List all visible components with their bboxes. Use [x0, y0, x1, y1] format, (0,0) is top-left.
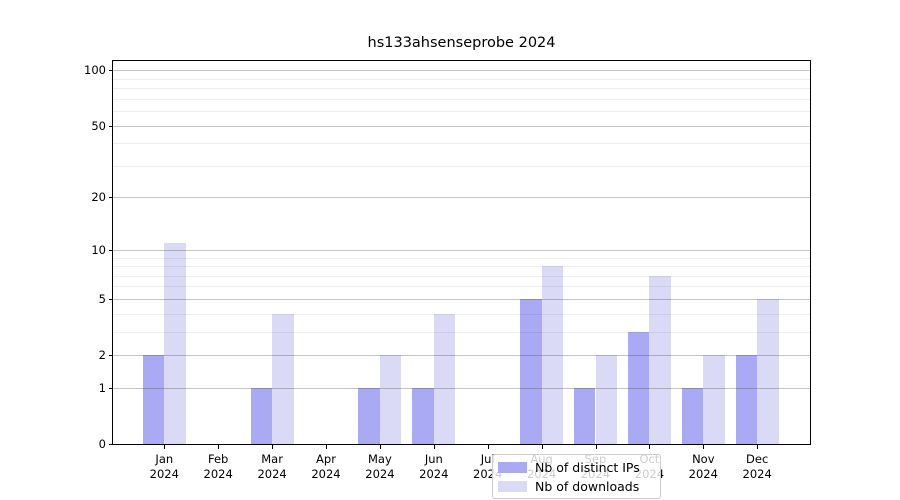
bar-distinct-ips-dec — [735, 355, 758, 444]
bar-downloads-nov — [703, 355, 725, 444]
bar-downloads-dec — [757, 298, 779, 444]
x-tick-mark-nov — [703, 445, 705, 449]
y-tick-label-5: 5 — [98, 291, 106, 306]
bar-distinct-ips-sep — [573, 387, 596, 444]
plot-area: Nb of distinct IPs Nb of downloads — [112, 60, 811, 499]
bar-downloads-aug — [541, 266, 564, 444]
legend-item-downloads: Nb of downloads — [498, 478, 652, 494]
x-tick-mark-apr — [326, 445, 327, 449]
bar-downloads-sep — [595, 355, 618, 444]
y-tick-mark-2 — [108, 355, 113, 356]
y-tick-label-100: 100 — [84, 63, 106, 78]
x-tick-label-nov: Nov 2024 — [673, 452, 733, 482]
legend-label-distinct-ips: Nb of distinct IPs — [535, 459, 640, 475]
bar-distinct-ips-may — [358, 387, 380, 444]
bar-downloads-jun — [433, 313, 456, 444]
y-tick-label-20: 20 — [91, 190, 106, 205]
bar-distinct-ips-mar — [250, 387, 273, 444]
x-tick-mark-jan — [164, 445, 166, 449]
y-tick-mark-5 — [108, 298, 113, 300]
bar-downloads-jan — [164, 242, 186, 444]
x-tick-label-jun: Jun 2024 — [404, 452, 464, 482]
x-tick-label-year: 2024 — [419, 467, 449, 481]
bar-downloads-may — [379, 355, 402, 444]
x-tick-label-year: 2024 — [149, 467, 179, 481]
x-tick-mark-may — [379, 445, 381, 449]
x-tick-label-year: 2024 — [203, 467, 233, 481]
x-tick-mark-jul — [487, 445, 489, 449]
y-tick-mark-50 — [108, 125, 113, 127]
legend-swatch-downloads — [498, 480, 527, 492]
x-tick-label-jan: Jan 2024 — [134, 452, 194, 482]
y-tick-label-0: 0 — [98, 437, 106, 451]
bar-downloads-mar — [272, 313, 294, 444]
y-tick-mark-10 — [108, 249, 113, 251]
x-tick-label-year: 2024 — [365, 467, 395, 481]
x-tick-label-feb: Feb 2024 — [188, 452, 248, 482]
x-tick-mark-dec — [757, 445, 759, 449]
x-tick-mark-jun — [433, 445, 435, 449]
x-tick-label-apr: Apr 2024 — [296, 452, 356, 482]
x-tick-mark-feb — [218, 445, 220, 449]
x-tick-label-may: May 2024 — [350, 452, 410, 482]
y-tick-mark-20 — [108, 197, 113, 199]
x-tick-mark-aug — [541, 445, 543, 449]
y-tick-label-50: 50 — [91, 118, 106, 133]
x-tick-label-year: 2024 — [311, 467, 341, 481]
x-tick-mark-oct — [649, 445, 651, 449]
bars-layer — [113, 61, 810, 444]
x-tick-label-year: 2024 — [257, 467, 287, 481]
y-tick-mark-1 — [108, 387, 113, 389]
bar-distinct-ips-oct — [627, 331, 650, 444]
y-tick-label-2: 2 — [98, 348, 106, 362]
x-tick-label-year: 2024 — [688, 467, 718, 481]
legend-swatch-distinct-ips — [498, 461, 527, 473]
y-tick-mark-100 — [108, 70, 113, 72]
x-tick-mark-sep — [595, 445, 597, 449]
y-tick-label-10: 10 — [91, 242, 106, 257]
bar-distinct-ips-jan — [142, 355, 165, 444]
legend-item-distinct-ips: Nb of distinct IPs — [498, 459, 652, 475]
x-tick-label-mar: Mar 2024 — [242, 452, 302, 482]
bar-downloads-oct — [649, 275, 671, 444]
x-tick-label-year: 2024 — [742, 467, 772, 481]
chart-title: hs133ahsenseprobe 2024 — [367, 35, 556, 51]
legend: Nb of distinct IPs Nb of downloads — [492, 454, 661, 499]
bar-distinct-ips-aug — [520, 298, 542, 444]
y-tick-mark-0 — [108, 444, 113, 445]
bar-distinct-ips-nov — [681, 387, 704, 444]
x-tick-mark-mar — [272, 445, 274, 449]
x-tick-label-dec: Dec 2024 — [727, 452, 787, 482]
bar-distinct-ips-jun — [412, 387, 434, 444]
y-tick-label-1: 1 — [98, 380, 106, 395]
legend-label-downloads: Nb of downloads — [535, 478, 640, 494]
